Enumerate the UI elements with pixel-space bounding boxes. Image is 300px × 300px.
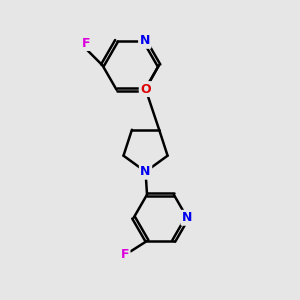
- Text: N: N: [140, 165, 151, 178]
- Text: N: N: [140, 34, 150, 47]
- Text: N: N: [182, 211, 192, 224]
- Text: F: F: [121, 248, 129, 261]
- Text: O: O: [140, 82, 151, 96]
- Text: F: F: [82, 37, 90, 50]
